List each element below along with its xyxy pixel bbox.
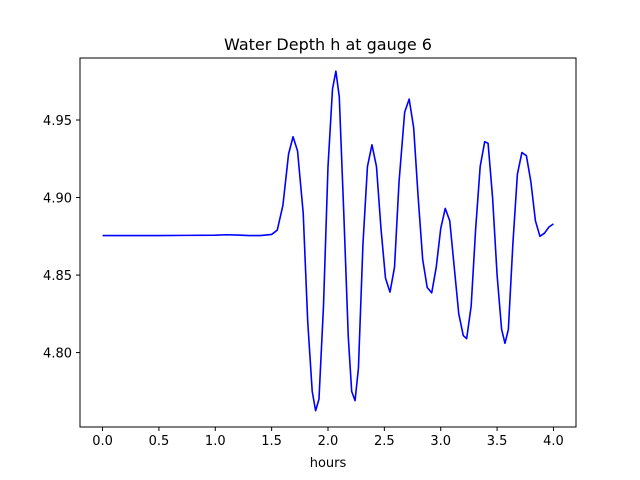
plot-frame [79, 57, 577, 428]
y-tick-label: 4.80 [43, 347, 72, 362]
x-tick-label: 2.5 [374, 434, 395, 449]
y-tick-label: 4.85 [43, 269, 72, 284]
x-axis: 0.0 0.5 1.0 1.5 2.0 2.5 3.0 3.5 4.0 [92, 427, 564, 449]
x-axis-label: hours [310, 456, 347, 471]
x-tick-label: 1.0 [205, 434, 226, 449]
x-tick-label: 0.0 [92, 434, 113, 449]
y-tick-label: 4.90 [43, 192, 72, 207]
x-tick-label: 3.0 [430, 434, 451, 449]
x-tick-label: 3.5 [487, 434, 508, 449]
y-axis: 4.80 4.85 4.90 4.95 [43, 114, 80, 362]
x-tick-label: 0.5 [149, 434, 170, 449]
x-tick-label: 1.5 [261, 434, 282, 449]
x-tick-label: 2.0 [318, 434, 339, 449]
chart-title: Water Depth h at gauge 6 [224, 35, 432, 54]
y-tick-label: 4.95 [43, 114, 72, 129]
series-line [102, 70, 554, 412]
x-tick-label: 4.0 [543, 434, 564, 449]
plot-layer [102, 70, 554, 412]
